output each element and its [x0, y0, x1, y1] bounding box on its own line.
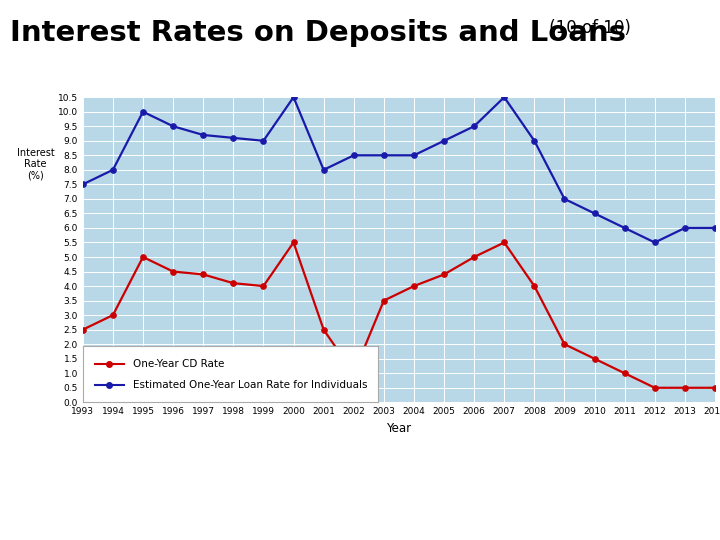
Estimated One-Year Loan Rate for Individuals: [680, 225, 689, 231]
Estimated One-Year Loan Rate for Individuals: [440, 138, 449, 144]
One-Year CD Rate: [168, 268, 177, 275]
Y-axis label: Interest
Rate
(%): Interest Rate (%): [17, 148, 54, 181]
Text: EXHIBIT 5.5: EXHIBIT 5.5: [40, 74, 119, 87]
Text: PEARSON: PEARSON: [605, 510, 709, 529]
One-Year CD Rate: [500, 239, 508, 246]
One-Year CD Rate: [440, 271, 449, 278]
Estimated One-Year Loan Rate for Individuals: [139, 109, 148, 115]
One-Year CD Rate: [680, 384, 689, 391]
One-Year CD Rate: [560, 341, 569, 347]
Text: Estimated One-Year Loan Rate for Individuals: Estimated One-Year Loan Rate for Individ…: [133, 380, 367, 390]
One-Year CD Rate: [78, 326, 87, 333]
One-Year CD Rate: [410, 283, 418, 289]
One-Year CD Rate: [289, 239, 298, 246]
Estimated One-Year Loan Rate for Individuals: [349, 152, 358, 159]
One-Year CD Rate: [259, 283, 268, 289]
One-Year CD Rate: [379, 298, 388, 304]
Estimated One-Year Loan Rate for Individuals: [590, 210, 599, 217]
Estimated One-Year Loan Rate for Individuals: [621, 225, 629, 231]
Estimated One-Year Loan Rate for Individuals: [109, 167, 117, 173]
Estimated One-Year Loan Rate for Individuals: [319, 167, 328, 173]
Estimated One-Year Loan Rate for Individuals: [410, 152, 418, 159]
Estimated One-Year Loan Rate for Individuals: [560, 195, 569, 202]
Line: One-Year CD Rate: One-Year CD Rate: [80, 240, 718, 390]
Line: Estimated One-Year Loan Rate for Individuals: Estimated One-Year Loan Rate for Individ…: [80, 94, 718, 245]
Estimated One-Year Loan Rate for Individuals: [199, 132, 207, 138]
X-axis label: Year: Year: [387, 422, 411, 435]
One-Year CD Rate: [590, 355, 599, 362]
Text: Copyright © 2017, 2014, 2011 Pearson Education, Inc. All Rights Reserved: Copyright © 2017, 2014, 2011 Pearson Edu…: [11, 515, 428, 525]
Estimated One-Year Loan Rate for Individuals: [711, 225, 719, 231]
Estimated One-Year Loan Rate for Individuals: [229, 134, 238, 141]
One-Year CD Rate: [319, 326, 328, 333]
One-Year CD Rate: [229, 280, 238, 286]
One-Year CD Rate: [109, 312, 117, 319]
One-Year CD Rate: [621, 370, 629, 376]
One-Year CD Rate: [349, 370, 358, 376]
Estimated One-Year Loan Rate for Individuals: [530, 138, 539, 144]
Text: (10 of 10): (10 of 10): [544, 19, 631, 37]
Estimated One-Year Loan Rate for Individuals: [259, 138, 268, 144]
One-Year CD Rate: [139, 254, 148, 260]
Text: Interest Rates on Deposits and Loans: Interest Rates on Deposits and Loans: [10, 19, 626, 47]
One-Year CD Rate: [530, 283, 539, 289]
One-Year CD Rate: [711, 384, 719, 391]
Estimated One-Year Loan Rate for Individuals: [650, 239, 659, 246]
One-Year CD Rate: [199, 271, 207, 278]
Estimated One-Year Loan Rate for Individuals: [168, 123, 177, 130]
One-Year CD Rate: [470, 254, 479, 260]
Estimated One-Year Loan Rate for Individuals: [470, 123, 479, 130]
Estimated One-Year Loan Rate for Individuals: [289, 94, 298, 100]
Text: Impact of Deposit Rates on Loan Rates: Impact of Deposit Rates on Loan Rates: [131, 74, 368, 87]
One-Year CD Rate: [650, 384, 659, 391]
Estimated One-Year Loan Rate for Individuals: [78, 181, 87, 187]
Estimated One-Year Loan Rate for Individuals: [379, 152, 388, 159]
Text: One-Year CD Rate: One-Year CD Rate: [133, 359, 225, 369]
Estimated One-Year Loan Rate for Individuals: [500, 94, 508, 100]
